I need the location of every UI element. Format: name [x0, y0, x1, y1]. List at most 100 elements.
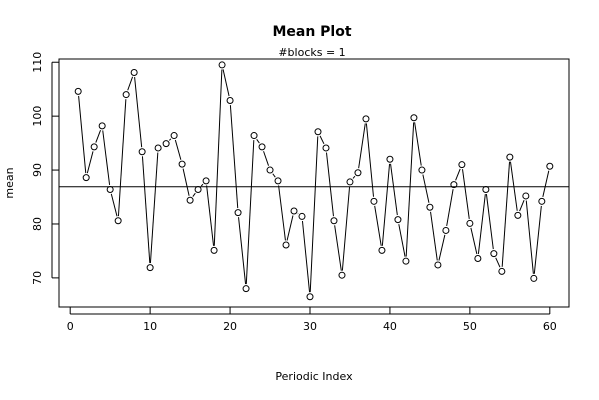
series-segment — [352, 175, 356, 179]
series-segment — [495, 257, 501, 268]
data-point — [130, 68, 138, 76]
series-segment — [256, 139, 260, 144]
series-segment — [278, 185, 286, 241]
data-point — [354, 169, 362, 177]
data-point — [74, 87, 82, 95]
data-point — [322, 144, 330, 152]
data-point — [530, 274, 538, 282]
series-segment — [286, 215, 294, 241]
data-point — [402, 257, 410, 265]
series-segment — [245, 140, 255, 285]
series-segment — [334, 225, 342, 271]
x-tick-label: 50 — [463, 320, 477, 333]
series-segment — [272, 173, 276, 178]
data-point — [506, 153, 514, 161]
series-segment — [102, 130, 111, 185]
data-point — [362, 115, 370, 123]
series-segment — [222, 69, 230, 97]
series-segment — [127, 76, 134, 91]
series-segment — [462, 169, 470, 219]
x-tick-label: 10 — [143, 320, 157, 333]
data-point — [90, 143, 98, 151]
data-point — [434, 261, 442, 269]
x-tick-label: 0 — [67, 320, 74, 333]
data-point — [346, 178, 354, 186]
data-point — [538, 197, 546, 205]
series-segment — [477, 193, 486, 254]
chart-title: Mean Plot — [272, 24, 351, 40]
series-segment — [301, 220, 311, 293]
y-axis-label: mean — [3, 167, 16, 198]
x-tick-label: 40 — [383, 320, 397, 333]
data-point — [266, 166, 274, 174]
series-segment — [341, 186, 351, 271]
data-point — [258, 143, 266, 151]
y-axis: 70 80 90 100 110 — [31, 52, 59, 285]
series-segment — [174, 139, 182, 160]
series-segment — [533, 205, 542, 274]
x-tick-label: 60 — [543, 320, 557, 333]
series-segment — [110, 193, 118, 217]
data-point — [490, 250, 498, 258]
data-point — [234, 209, 242, 217]
data-point — [146, 264, 154, 272]
series-segment — [117, 99, 127, 217]
x-tick-label: 30 — [303, 320, 317, 333]
data-point — [114, 217, 122, 225]
chart-subtitle: #blocks = 1 — [278, 46, 345, 59]
data-point — [250, 132, 258, 140]
data-point — [482, 185, 490, 193]
series-segment — [86, 151, 94, 174]
series-segment — [374, 205, 382, 246]
data-point — [306, 293, 314, 301]
data-point — [274, 177, 282, 185]
x-tick-label: 20 — [223, 320, 237, 333]
data-point — [138, 148, 146, 156]
data-point — [282, 241, 290, 249]
data-point — [474, 254, 482, 262]
series-segment — [182, 168, 190, 196]
y-tick-label: 110 — [31, 52, 44, 73]
series-segment — [414, 122, 422, 166]
data-point — [394, 216, 402, 224]
data-point — [290, 207, 298, 215]
data-point — [418, 166, 426, 174]
data-point — [546, 162, 554, 170]
data-point — [202, 177, 210, 185]
data-point — [162, 140, 170, 148]
series-segment — [470, 227, 478, 255]
data-point — [186, 196, 194, 204]
series-segment — [542, 170, 550, 197]
data-point — [242, 285, 250, 293]
series-segment — [405, 122, 415, 257]
x-axis-label: Periodic Index — [275, 370, 353, 383]
data-point — [210, 246, 218, 254]
data-point — [82, 174, 90, 182]
series-segment — [365, 123, 375, 197]
data-point — [338, 271, 346, 279]
series-segment — [398, 224, 406, 257]
series-segment — [485, 193, 494, 250]
series-segment — [358, 123, 366, 169]
series-segment — [229, 105, 239, 209]
series-segment — [192, 192, 196, 197]
data-point — [514, 211, 522, 219]
series-segment — [141, 156, 151, 264]
data-point — [370, 197, 378, 205]
y-tick-label: 100 — [31, 106, 44, 127]
series-segment — [438, 234, 446, 261]
data-point — [410, 114, 418, 122]
data-point — [386, 155, 394, 163]
data-point — [122, 91, 130, 99]
series-segment — [455, 168, 461, 181]
series-segment — [309, 136, 319, 293]
series-segment — [238, 217, 247, 285]
series-segment — [134, 77, 143, 148]
data-point — [226, 97, 234, 105]
series-segment — [390, 163, 398, 216]
series-segment — [325, 152, 334, 217]
data-point — [106, 185, 114, 193]
data-point — [218, 61, 226, 69]
data-point — [98, 122, 106, 130]
series-segment — [381, 163, 391, 246]
